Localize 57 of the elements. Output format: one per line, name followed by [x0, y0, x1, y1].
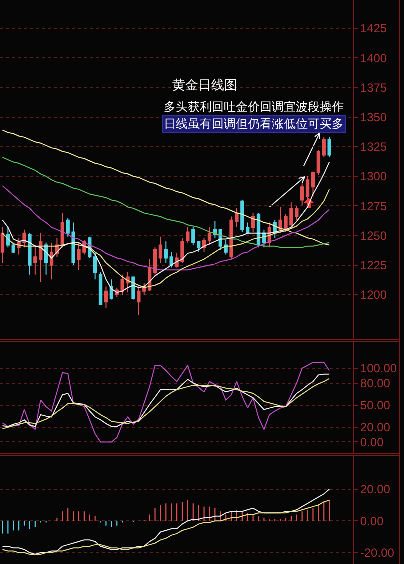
candlestick: [50, 242, 54, 280]
candlestick: [322, 136, 326, 158]
line-series: [2, 488, 330, 555]
line-series: [2, 362, 330, 443]
line-series: [2, 185, 330, 271]
candlestick: [300, 183, 304, 206]
candlestick: [192, 226, 196, 246]
candlestick: [39, 232, 43, 282]
candlestick: [328, 136, 332, 158]
line-series: [2, 130, 330, 246]
y-tick-label: -20.00: [360, 546, 395, 560]
line-series: [2, 162, 330, 294]
text: 黄金日线图: [172, 78, 238, 93]
y-tick-label: 1425: [360, 22, 388, 36]
y-tick-label: 20.00: [360, 420, 391, 435]
line-series: [2, 157, 330, 248]
y-tick-label: 0.00: [360, 435, 384, 450]
candlestick: [251, 212, 256, 233]
candlestick: [197, 241, 201, 253]
candlestick: [12, 242, 16, 254]
candlestick: [34, 244, 38, 276]
candlestick: [98, 272, 103, 305]
candlestick: [208, 226, 212, 246]
candlestick: [202, 238, 206, 253]
candlestick: [311, 171, 316, 198]
candlestick: [170, 252, 174, 268]
y-tick-label: 80.00: [360, 376, 391, 390]
annotation: 日线虽有回调但仍看涨低位可买多: [164, 117, 344, 131]
candlestick: [316, 150, 321, 176]
candlestick: [104, 286, 108, 309]
line-series: [2, 500, 330, 555]
y-tick-label: 1325: [360, 140, 388, 154]
candlestick: [44, 242, 48, 276]
y-tick-label: 20.00: [360, 482, 391, 497]
line-series: [2, 189, 330, 288]
y-tick-label: 1375: [360, 80, 388, 95]
y-tick-label: 1200: [360, 288, 388, 302]
candlestick: [132, 276, 136, 300]
candlestick: [306, 176, 310, 201]
candlestick: [186, 226, 190, 244]
candlestick: [158, 236, 163, 264]
candlestick: [153, 247, 158, 276]
y-tick-label: 100.00: [360, 362, 398, 376]
candlestick: [164, 241, 168, 264]
candlestick: [28, 232, 32, 276]
candlestick: [0, 226, 5, 264]
candlestick: [213, 221, 218, 239]
y-tick-label: 1225: [360, 258, 388, 273]
y-tick-label: 0.00: [360, 514, 384, 528]
y-tick-label: 1350: [360, 110, 388, 124]
y-tick-label: 1275: [360, 199, 388, 214]
candlestick: [94, 253, 98, 280]
y-tick-label: 1250: [360, 228, 388, 243]
y-tick-label: 50.00: [360, 398, 391, 413]
y-tick-label: 1400: [360, 51, 388, 66]
y-tick-label: 1300: [360, 170, 388, 184]
annotation: 多头获利回吐金价回调宜波段操作: [164, 100, 344, 114]
